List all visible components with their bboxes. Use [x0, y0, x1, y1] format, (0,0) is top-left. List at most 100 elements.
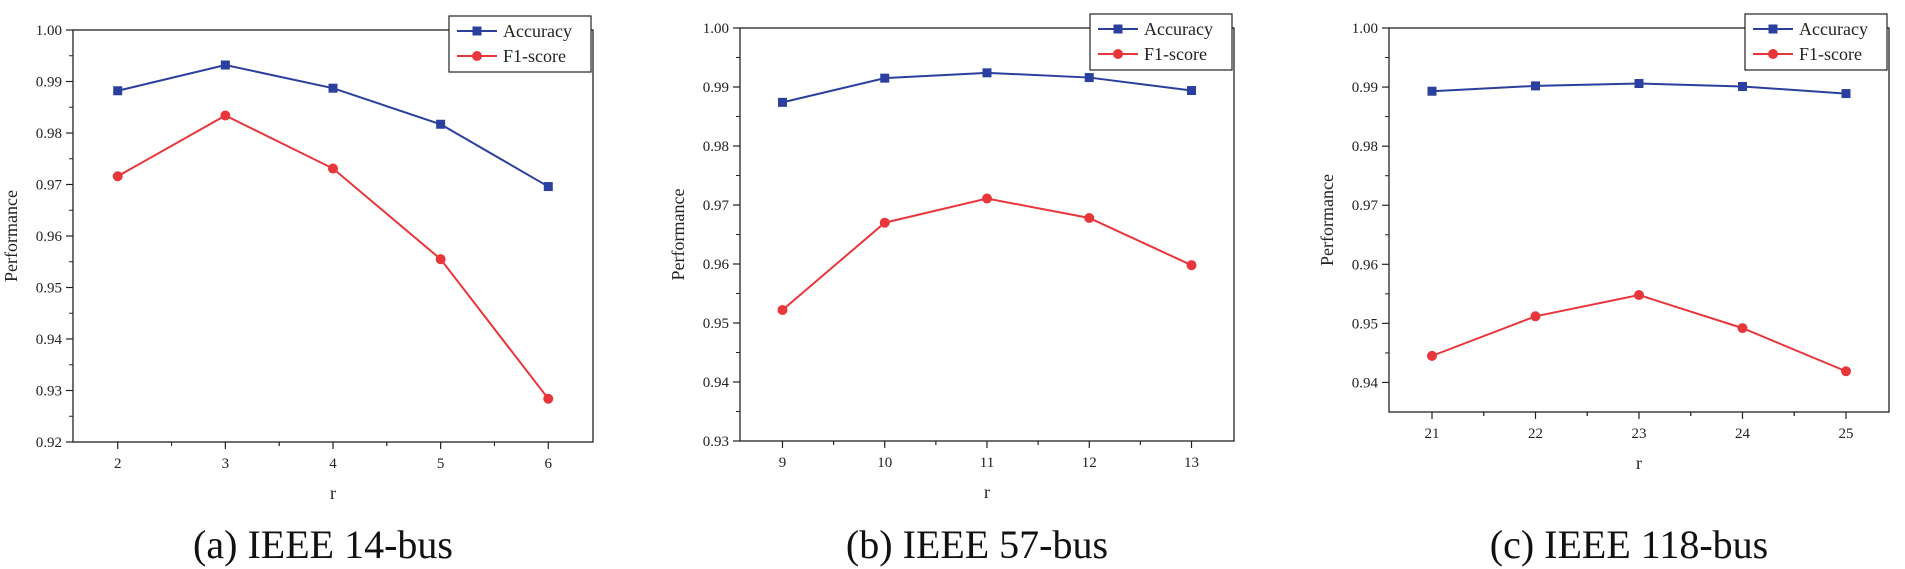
data-point-accuracy	[1634, 79, 1644, 89]
y-tick-label: 0.93	[703, 434, 729, 450]
data-point-accuracy	[543, 182, 553, 192]
x-tick-label: 22	[1528, 426, 1543, 442]
x-tick-label: 25	[1839, 426, 1854, 442]
x-tick-label: 11	[980, 455, 994, 471]
y-tick-label: 0.99	[1352, 80, 1378, 96]
y-tick-label: 1.00	[1352, 21, 1378, 37]
plot-frame	[739, 27, 1235, 442]
x-tick-label: 4	[329, 456, 337, 472]
legend-label: Accuracy	[503, 21, 572, 41]
legend-marker	[1113, 24, 1123, 34]
data-point-f1-score	[112, 171, 123, 182]
legend-box	[448, 15, 592, 73]
data-point-accuracy	[1084, 73, 1094, 83]
series-line-f1-score	[1431, 293, 1847, 373]
x-tick-label: 13	[1184, 455, 1199, 471]
y-tick-label: 0.94	[36, 332, 63, 348]
y-tick-label: 0.94	[1352, 375, 1379, 391]
chart-caption: (a) IEEE 14-bus	[193, 522, 453, 567]
data-point-f1-score	[1737, 323, 1748, 334]
y-tick-label: 1.00	[36, 23, 62, 39]
data-point-f1-score	[777, 305, 788, 316]
legend: Accuracy F1-score	[1744, 13, 1888, 71]
data-point-f1-score	[1530, 311, 1541, 322]
legend-box	[1744, 13, 1888, 71]
data-point-f1-score	[1634, 290, 1644, 301]
y-tick-label: 0.93	[36, 384, 62, 400]
data-point-f1-score	[982, 193, 992, 204]
legend-label: F1-score	[503, 46, 566, 66]
chart-3: 0.94 0.95 0.96 0.97 0.98 0.99 1.00 21 22 23 24 25 r P…	[1317, 13, 1890, 567]
y-tick-label: 0.95	[703, 316, 729, 332]
data-point-f1-score	[1427, 350, 1437, 361]
data-point-accuracy	[1531, 81, 1540, 91]
y-tick-label: 0.98	[36, 126, 62, 142]
y-tick-label: 1.00	[703, 21, 729, 37]
x-axis-title: r	[984, 482, 990, 502]
legend: Accuracy F1-score	[1089, 13, 1233, 71]
y-tick-label: 0.97	[36, 178, 63, 194]
x-tick-label: 9	[779, 455, 787, 471]
data-point-accuracy	[1427, 86, 1437, 96]
legend-marker	[1768, 49, 1778, 59]
legend-marker	[1113, 49, 1123, 59]
y-tick-label: 0.97	[703, 198, 730, 214]
y-axis-title: Performance	[1317, 174, 1337, 266]
y-tick-label: 0.95	[36, 281, 62, 297]
chart-caption: (c) IEEE 118-bus	[1490, 522, 1768, 567]
x-axis-title: r	[330, 483, 336, 503]
x-tick-label: 2	[114, 456, 122, 472]
legend-label: Accuracy	[1799, 19, 1868, 39]
x-tick-label: 24	[1735, 426, 1751, 442]
x-tick-label: 3	[222, 456, 230, 472]
series-line-f1-score	[781, 197, 1192, 311]
data-point-f1-score	[1186, 260, 1197, 271]
x-axis-title: r	[1636, 453, 1642, 473]
data-point-f1-score	[879, 217, 890, 228]
y-tick-label: 0.94	[703, 375, 730, 391]
legend-marker	[1768, 24, 1778, 34]
chart-caption: (b) IEEE 57-bus	[846, 522, 1108, 567]
data-point-accuracy	[777, 97, 787, 107]
y-tick-label: 0.96	[703, 257, 730, 273]
chart-2: 0.93 0.94 0.95 0.96 0.97 0.98 0.99 1.00 9 10 11 12 1…	[668, 13, 1235, 567]
series-line-f1-score	[117, 114, 550, 400]
legend-label: F1-score	[1144, 44, 1207, 64]
data-point-f1-score	[1084, 212, 1095, 223]
data-point-f1-score	[435, 254, 446, 265]
data-point-accuracy	[328, 83, 338, 93]
legend: Accuracy F1-score	[448, 15, 592, 73]
y-tick-label: 0.95	[1352, 316, 1378, 332]
chart-1: 0.92 0.93 0.94 0.95 0.96 0.97 0.98 0.99 1.00 2 3 4 5…	[1, 15, 594, 567]
data-point-accuracy	[982, 68, 992, 78]
x-tick-label: 23	[1632, 426, 1647, 442]
x-tick-label: 21	[1425, 426, 1440, 442]
y-tick-label: 0.99	[703, 80, 729, 96]
legend-label: Accuracy	[1144, 19, 1213, 39]
data-point-accuracy	[436, 119, 446, 129]
legend-marker	[472, 26, 482, 36]
y-tick-label: 0.97	[1352, 198, 1379, 214]
y-axis-title: Performance	[668, 189, 688, 281]
legend-label: F1-score	[1799, 44, 1862, 64]
data-point-accuracy	[113, 86, 123, 96]
data-point-f1-score	[328, 163, 338, 174]
data-point-f1-score	[220, 110, 231, 121]
y-tick-label: 0.99	[36, 75, 62, 91]
x-tick-label: 5	[437, 456, 445, 472]
data-point-accuracy	[1187, 86, 1197, 96]
x-tick-label: 12	[1082, 455, 1097, 471]
data-point-accuracy	[1841, 89, 1851, 99]
data-point-accuracy	[1738, 81, 1747, 91]
y-tick-label: 0.96	[36, 229, 63, 245]
data-point-f1-score	[1841, 366, 1851, 377]
legend-marker	[472, 51, 482, 61]
x-tick-label: 10	[877, 455, 892, 471]
y-tick-label: 0.98	[1352, 139, 1378, 155]
y-tick-label: 0.96	[1352, 257, 1379, 273]
data-point-accuracy	[880, 73, 890, 83]
y-tick-label: 0.92	[36, 435, 62, 451]
x-tick-label: 6	[545, 456, 553, 472]
y-tick-label: 0.98	[703, 139, 729, 155]
